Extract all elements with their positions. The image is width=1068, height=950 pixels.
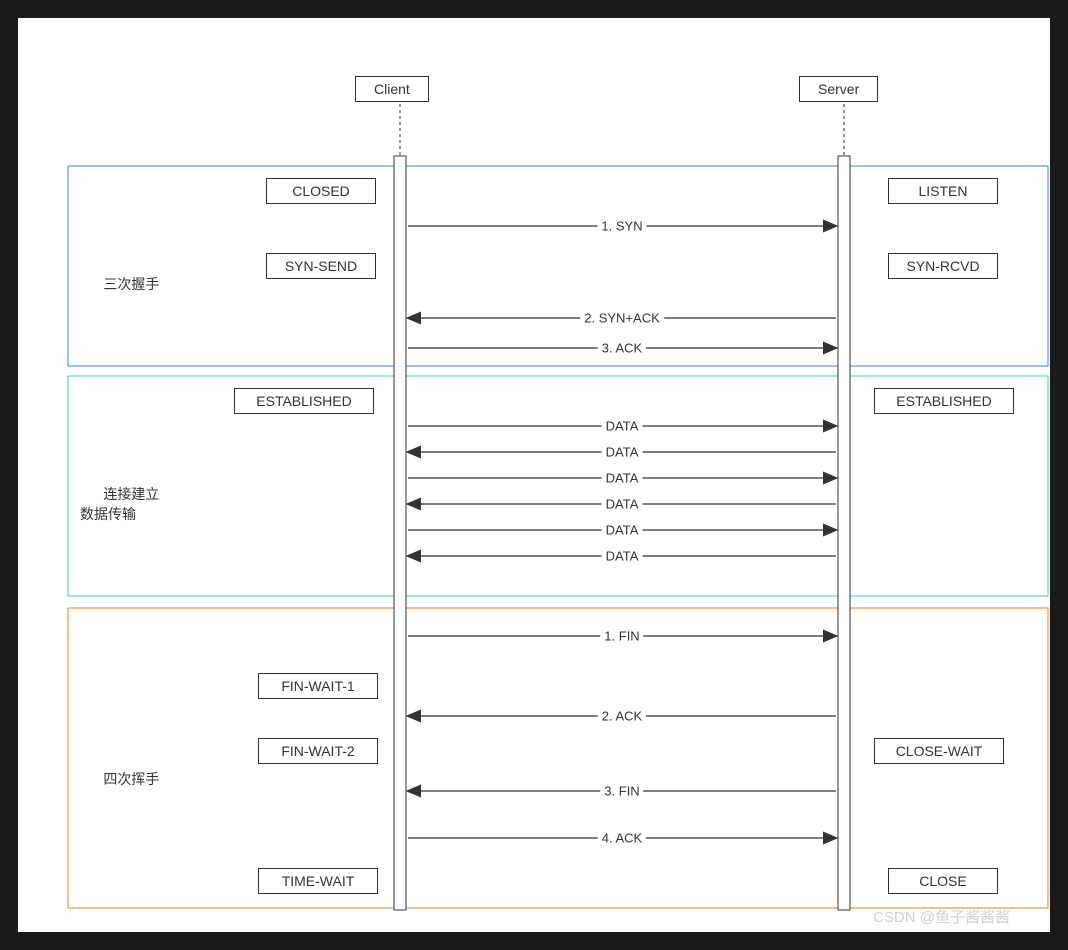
state-syn-send: SYN-SEND — [266, 253, 376, 279]
state-fin-wait-2: FIN-WAIT-2 — [258, 738, 378, 764]
outer-frame: Client Server 三次握手 连接建立 数据传输 四次挥手 CLOSED… — [0, 0, 1068, 950]
watermark: CSDN @鱼子酱酱酱 — [873, 906, 1010, 927]
client-label: Client — [374, 81, 410, 97]
msg-fin-1: 1. FIN — [600, 629, 643, 644]
state-fin-wait-1: FIN-WAIT-1 — [258, 673, 378, 699]
state-established-server: ESTABLISHED — [874, 388, 1014, 414]
msg-fin-2: 3. FIN — [600, 784, 643, 799]
state-close-wait: CLOSE-WAIT — [874, 738, 1004, 764]
msg-syn: 1. SYN — [597, 219, 646, 234]
msg-data-4: DATA — [602, 497, 643, 512]
diagram-canvas: Client Server 三次握手 连接建立 数据传输 四次挥手 CLOSED… — [18, 18, 1050, 932]
msg-ack-4: 4. ACK — [598, 831, 646, 846]
state-close: CLOSE — [888, 868, 998, 894]
phase-title-close: 四次挥手 — [80, 753, 159, 805]
phase-title-data: 连接建立 数据传输 — [80, 468, 159, 540]
phase-title-handshake: 三次握手 — [80, 258, 159, 310]
state-established-client: ESTABLISHED — [234, 388, 374, 414]
msg-data-5: DATA — [602, 523, 643, 538]
state-listen: LISTEN — [888, 178, 998, 204]
msg-data-1: DATA — [602, 419, 643, 434]
msg-synack: 2. SYN+ACK — [580, 311, 664, 326]
msg-data-2: DATA — [602, 445, 643, 460]
state-syn-rcvd: SYN-RCVD — [888, 253, 998, 279]
participant-server-header: Server — [799, 76, 878, 102]
participant-client-header: Client — [355, 76, 429, 102]
state-time-wait: TIME-WAIT — [258, 868, 378, 894]
diagram-svg — [18, 18, 1050, 932]
msg-ack: 3. ACK — [598, 341, 646, 356]
msg-data-6: DATA — [602, 549, 643, 564]
state-closed: CLOSED — [266, 178, 376, 204]
msg-data-3: DATA — [602, 471, 643, 486]
msg-ack-2: 2. ACK — [598, 709, 646, 724]
server-label: Server — [818, 81, 859, 97]
